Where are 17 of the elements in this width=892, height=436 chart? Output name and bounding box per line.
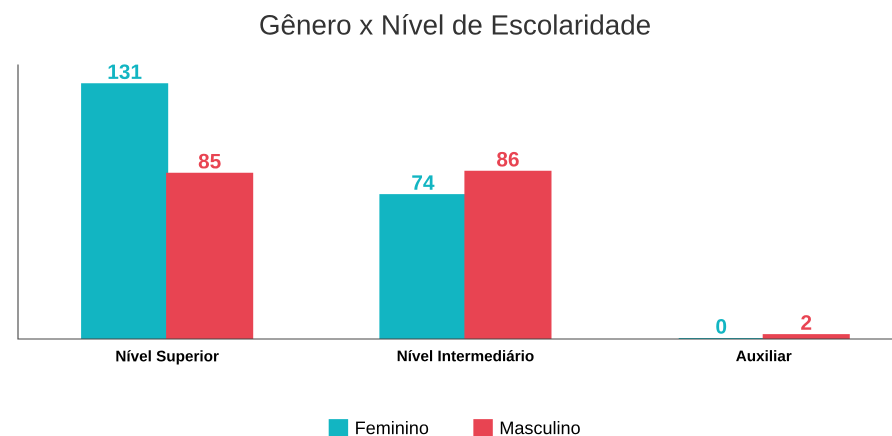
bar xyxy=(81,83,168,339)
data-label: 74 xyxy=(412,175,434,190)
legend-label: Masculino xyxy=(500,421,580,434)
bar xyxy=(166,172,254,339)
data-label: 86 xyxy=(497,152,519,167)
x-tick-label: Nível Superior xyxy=(116,350,219,364)
bar xyxy=(379,194,466,339)
data-label: 131 xyxy=(108,64,142,80)
chart-title: Gênero x Nível de Escolaridade xyxy=(260,14,650,35)
legend-label: Feminino xyxy=(356,421,428,434)
x-tick-label: Nível Intermediário xyxy=(398,350,534,362)
data-label: 85 xyxy=(198,154,221,169)
data-label: 2 xyxy=(801,315,812,330)
bar xyxy=(762,334,850,339)
x-tick-label: Auxiliar xyxy=(736,350,792,362)
data-label: 0 xyxy=(716,319,726,334)
bar xyxy=(464,170,552,339)
